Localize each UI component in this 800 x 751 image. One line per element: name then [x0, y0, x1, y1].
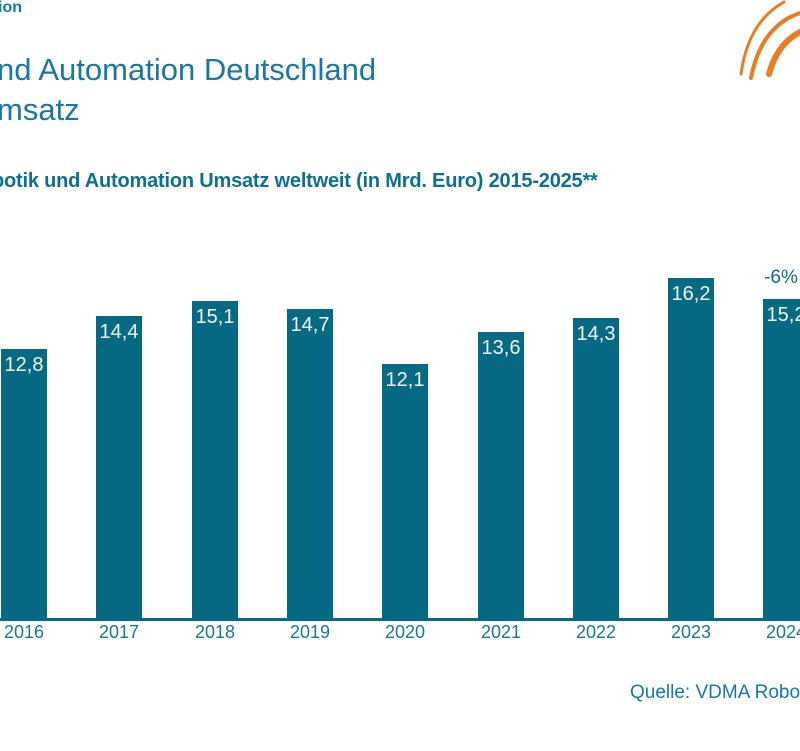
bar-2021: 13,6	[478, 332, 524, 618]
x-tick-label-2020: 2020	[384, 622, 426, 642]
x-axis-line	[0, 618, 800, 621]
page-title: nd Automation Deutschland msatz	[0, 50, 376, 130]
bar-2020: 12,1	[382, 364, 428, 618]
bar-value-label: 15,1	[195, 306, 235, 328]
bar-2017: 14,4	[96, 316, 142, 618]
source-note: Quelle: VDMA Robo	[630, 682, 800, 703]
x-tick-label-2024: 2024	[765, 622, 800, 642]
annotation-label: -6%	[764, 267, 798, 288]
bar-value-label: 16,2	[671, 283, 711, 305]
bar-value-label: 14,4	[99, 321, 139, 343]
chart-title: botik und Automation Umsatz weltweit (in…	[0, 170, 598, 192]
bar-2024: 15,2	[763, 299, 800, 618]
bar-2016: 12,8	[1, 349, 47, 618]
vdma-arcs-icon	[739, 0, 800, 80]
bar-2019: 14,7	[287, 309, 333, 618]
logo-arc	[739, 0, 786, 76]
bar-value-label: 12,8	[4, 354, 44, 376]
page-title-line2: msatz	[0, 92, 80, 127]
bar-value-label: 15,2	[766, 304, 800, 326]
page-title-line1: nd Automation Deutschland	[0, 52, 377, 87]
bar-value-label: 14,7	[290, 314, 330, 336]
x-tick-label-2021: 2021	[480, 622, 522, 642]
x-tick-label-2017: 2017	[98, 622, 140, 642]
logo-arc	[766, 29, 800, 77]
bar-2022: 14,3	[573, 318, 619, 618]
x-tick-label-2018: 2018	[194, 622, 236, 642]
x-tick-label-2023: 2023	[670, 622, 712, 642]
brand-text-fragment: ion	[0, 0, 22, 16]
x-tick-label-2022: 2022	[575, 622, 617, 642]
bar-value-label: 14,3	[576, 323, 616, 345]
bar-2023: 16,2	[668, 278, 714, 618]
x-tick-label-2019: 2019	[289, 622, 331, 642]
x-tick-label-2016: 2016	[3, 622, 45, 642]
bar-value-label: 12,1	[385, 369, 425, 391]
bar-value-label: 13,6	[481, 337, 521, 359]
bar-2018: 15,1	[192, 301, 238, 618]
logo-arc	[749, 11, 800, 80]
